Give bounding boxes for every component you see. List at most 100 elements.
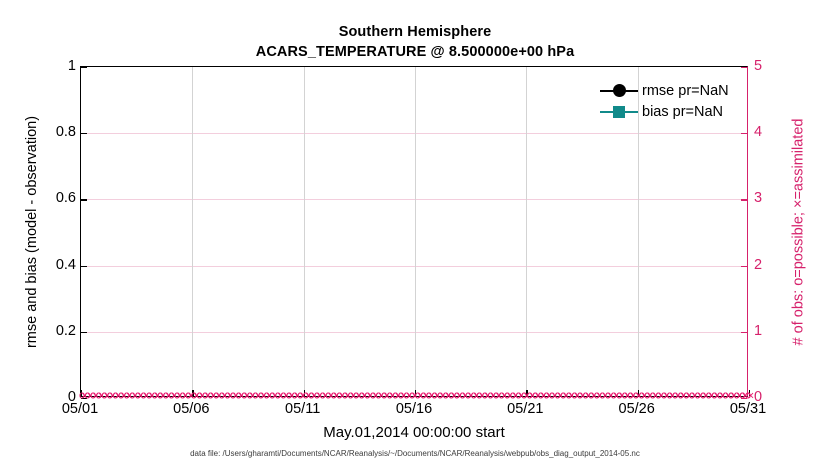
obs-assimilated-marker: × xyxy=(456,388,464,403)
obs-possible-marker: o xyxy=(168,389,175,402)
obs-assimilated-marker: × xyxy=(567,388,576,403)
obs-possible-marker: o xyxy=(420,389,427,402)
obs-assimilated-marker: × xyxy=(405,388,413,403)
bottom-axis-tick xyxy=(303,390,305,396)
data-file-caption: data file: /Users/gharamti/Documents/NCA… xyxy=(190,449,640,458)
obs-possible-marker: o xyxy=(437,389,444,402)
bottom-axis-tick xyxy=(415,390,417,396)
chart-title-line-1: Southern Hemisphere xyxy=(338,24,492,40)
obs-possible-marker: o xyxy=(369,389,377,402)
obs-possible-marker: o xyxy=(476,389,483,402)
horizontal-gridline xyxy=(81,133,747,135)
obs-possible-marker: o xyxy=(224,389,231,402)
obs-assimilated-marker: × xyxy=(131,388,139,403)
obs-assimilated-marker: × xyxy=(584,388,592,403)
square-marker-icon xyxy=(598,101,640,122)
obs-possible-marker: o xyxy=(577,389,584,402)
obs-assimilated-marker: × xyxy=(713,388,721,403)
right-axis-tick xyxy=(741,133,747,135)
obs-assimilated-marker: × xyxy=(691,388,699,403)
obs-assimilated-marker: × xyxy=(411,388,419,403)
obs-assimilated-marker: × xyxy=(450,388,458,403)
obs-possible-marker: o xyxy=(498,389,505,402)
right-axis-tick xyxy=(741,67,747,69)
obs-assimilated-marker: × xyxy=(719,388,727,403)
obs-assimilated-marker: × xyxy=(562,388,570,403)
obs-possible-marker: o xyxy=(470,389,477,402)
obs-assimilated-marker: × xyxy=(248,388,256,403)
obs-possible-marker: o xyxy=(649,389,656,402)
obs-assimilated-marker: × xyxy=(310,388,318,403)
obs-assimilated-marker: × xyxy=(114,388,122,403)
right-axis-tick xyxy=(741,331,747,333)
obs-assimilated-marker: × xyxy=(86,388,94,403)
obs-assimilated-marker: × xyxy=(198,388,206,403)
obs-assimilated-marker: × xyxy=(81,388,89,403)
vertical-gridline xyxy=(637,67,639,396)
obs-possible-marker: o xyxy=(560,389,567,402)
obs-possible-marker: o xyxy=(554,389,561,402)
obs-possible-marker: o xyxy=(414,389,421,402)
bottom-axis-tick-label: 05/16 xyxy=(395,401,433,417)
bottom-axis-tick-label: 05/01 xyxy=(61,401,99,417)
obs-possible-marker: o xyxy=(571,389,578,402)
obs-assimilated-marker: × xyxy=(612,388,620,403)
right-axis-tick xyxy=(741,398,747,400)
obs-assimilated-marker: × xyxy=(137,388,145,403)
obs-assimilated-marker: × xyxy=(372,388,380,403)
obs-assimilated-marker: × xyxy=(607,388,615,403)
obs-possible-marker: o xyxy=(84,389,91,402)
obs-assimilated-marker: × xyxy=(534,388,542,403)
obs-possible-marker: o xyxy=(241,389,248,402)
obs-assimilated-marker: × xyxy=(484,388,492,403)
obs-assimilated-marker: × xyxy=(517,388,525,403)
obs-assimilated-marker: × xyxy=(747,388,755,403)
obs-assimilated-marker: × xyxy=(232,388,240,403)
obs-possible-marker: o xyxy=(274,389,281,402)
obs-assimilated-marker: × xyxy=(142,388,150,403)
obs-possible-marker: o xyxy=(179,389,186,402)
obs-assimilated-marker: × xyxy=(215,388,223,403)
obs-possible-marker: o xyxy=(448,389,455,402)
obs-assimilated-marker: × xyxy=(590,388,598,403)
vertical-gridline xyxy=(303,67,305,396)
left-axis-tick-label: 0 xyxy=(67,389,76,405)
obs-assimilated-marker: × xyxy=(204,388,212,403)
obs-assimilated-marker: × xyxy=(640,388,648,403)
obs-assimilated-marker: × xyxy=(685,388,693,403)
obs-assimilated-marker: × xyxy=(702,388,710,403)
obs-possible-marker: o xyxy=(319,389,326,402)
obs-assimilated-marker: × xyxy=(327,388,335,403)
left-axis-tick-label: 0.2 xyxy=(55,322,76,339)
obs-possible-marker: o xyxy=(162,389,169,402)
obs-possible-marker: o xyxy=(722,389,729,402)
obs-possible-marker: o xyxy=(537,389,544,402)
obs-possible-marker: o xyxy=(252,389,259,402)
vertical-gridline xyxy=(192,67,194,396)
legend: rmse pr=NaN bias pr=NaN xyxy=(598,80,744,122)
obs-assimilated-marker: × xyxy=(500,388,508,403)
obs-assimilated-marker: × xyxy=(288,388,296,403)
left-axis-tick xyxy=(81,199,87,201)
bottom-axis-tick-label: 05/21 xyxy=(507,401,544,417)
bottom-axis-tick xyxy=(526,390,528,396)
obs-possible-marker: o xyxy=(185,389,192,402)
obs-assimilated-marker: × xyxy=(467,388,475,403)
obs-possible-marker: o xyxy=(666,389,673,402)
obs-possible-marker: o xyxy=(705,389,712,402)
obs-assimilated-marker: × xyxy=(422,388,430,403)
obs-assimilated-marker: × xyxy=(103,388,111,403)
obs-assimilated-marker: × xyxy=(428,388,436,403)
obs-possible-marker: o xyxy=(263,389,270,402)
obs-assimilated-marker: × xyxy=(400,388,408,403)
obs-possible-marker: o xyxy=(106,389,114,402)
obs-assimilated-marker: × xyxy=(120,388,128,403)
obs-assimilated-marker: × xyxy=(254,388,262,403)
obs-possible-marker: o xyxy=(313,389,321,402)
obs-assimilated-marker: × xyxy=(159,388,167,403)
obs-assimilated-marker: × xyxy=(495,388,503,403)
obs-possible-marker: o xyxy=(246,389,253,402)
obs-assimilated-marker: × xyxy=(321,388,329,403)
obs-possible-marker: o xyxy=(739,389,746,402)
left-axis-tick-label: 0.8 xyxy=(55,124,76,141)
